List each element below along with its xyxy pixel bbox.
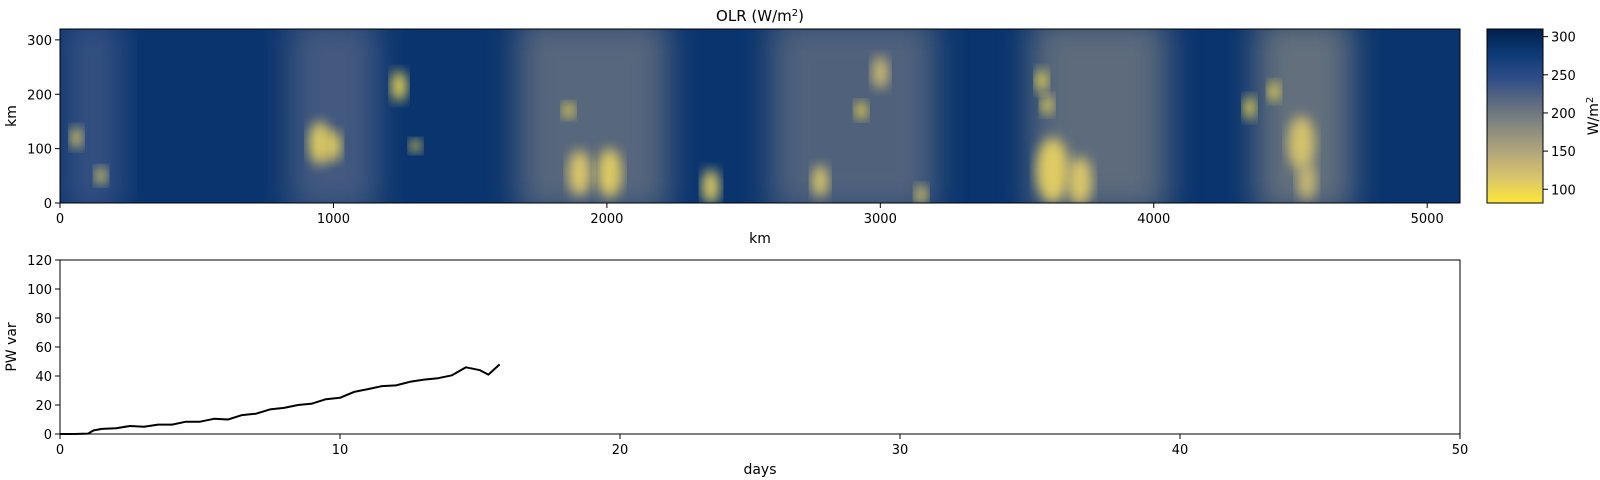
cold-cloud-cell xyxy=(872,56,889,89)
colorbar-tick-label: 200 xyxy=(1551,107,1576,122)
x-tick-label: 30 xyxy=(892,443,909,458)
y-tick-label: 300 xyxy=(27,34,52,49)
heatmap-title: OLR (W/m2) xyxy=(716,7,804,25)
pw-var-line xyxy=(60,363,501,435)
heatmap-plot-area xyxy=(60,29,1460,203)
x-tick-label: 10 xyxy=(332,443,349,458)
line-plot-area xyxy=(60,260,1460,434)
colorbar-label: W/m2 xyxy=(1585,97,1600,136)
x-tick-label: 40 xyxy=(1172,443,1189,458)
cold-cloud-cell xyxy=(1297,162,1317,201)
cold-cloud-cells xyxy=(70,56,1317,203)
heatmap-y-label: km xyxy=(4,105,20,127)
y-tick-label: 80 xyxy=(35,312,52,327)
y-tick-label: 120 xyxy=(27,254,52,269)
convective-band xyxy=(518,29,669,203)
cold-cloud-cell xyxy=(95,167,108,185)
x-tick-label: 50 xyxy=(1452,443,1469,458)
x-tick-label: 4000 xyxy=(1137,212,1170,227)
line-y-ticks: 0 20 40 60 80 100 120 xyxy=(27,254,60,443)
line-y-label: PW var xyxy=(4,322,20,372)
line-x-ticks: 0 10 20 30 40 50 xyxy=(56,434,1468,458)
cold-cloud-cell xyxy=(1268,81,1281,102)
y-tick-label: 200 xyxy=(27,88,52,103)
y-tick-label: 0 xyxy=(44,428,52,443)
y-tick-label: 40 xyxy=(35,370,52,385)
heatmap-x-label: km xyxy=(749,231,771,247)
x-tick-label: 5000 xyxy=(1411,212,1444,227)
cold-cloud-cell xyxy=(855,101,868,120)
y-tick-label: 0 xyxy=(44,197,52,212)
cold-cloud-cell xyxy=(811,164,829,198)
convective-band xyxy=(65,29,121,203)
x-tick-label: 0 xyxy=(56,212,64,227)
cold-cloud-cell xyxy=(1287,116,1316,171)
x-tick-label: 3000 xyxy=(864,212,897,227)
cold-cloud-cell xyxy=(308,121,331,165)
cold-cloud-cell xyxy=(568,150,592,196)
colorbar-ticks: 100 150 200 250 300 xyxy=(1543,31,1576,198)
colorbar-tick-label: 150 xyxy=(1551,145,1576,160)
cold-cloud-cell xyxy=(1036,137,1069,203)
convective-bands xyxy=(65,29,1352,203)
cold-cloud-cell xyxy=(1243,95,1256,120)
cold-cloud-cell xyxy=(597,148,622,198)
convective-band xyxy=(770,29,935,203)
x-tick-label: 2000 xyxy=(590,212,623,227)
colorbar-tick-label: 300 xyxy=(1551,31,1576,46)
colorbar xyxy=(1486,28,1544,204)
cold-cloud-cell xyxy=(1035,68,1048,93)
heatmap-frame xyxy=(59,28,1461,204)
convective-band xyxy=(289,29,378,203)
colorbar-tick-label: 100 xyxy=(1551,183,1576,198)
cold-cloud-cell xyxy=(1041,95,1054,115)
y-tick-label: 100 xyxy=(27,143,52,158)
line-x-label: days xyxy=(743,462,776,478)
heatmap-x-ticks: 0 1000 2000 3000 4000 5000 xyxy=(56,203,1444,227)
cold-cloud-cell xyxy=(409,139,422,153)
cold-cloud-cell xyxy=(391,70,407,102)
cold-cloud-cell xyxy=(915,185,928,203)
cold-cloud-cell xyxy=(1067,156,1093,203)
x-tick-label: 0 xyxy=(56,443,64,458)
y-tick-label: 60 xyxy=(35,341,52,356)
heatmap-y-ticks: 0 100 200 300 xyxy=(27,34,60,212)
cold-cloud-cell xyxy=(702,169,720,203)
y-tick-label: 20 xyxy=(35,399,52,414)
cold-cloud-cell xyxy=(325,130,342,162)
x-tick-label: 20 xyxy=(612,443,629,458)
colorbar-tick-label: 250 xyxy=(1551,69,1576,84)
x-tick-label: 1000 xyxy=(317,212,350,227)
y-tick-label: 100 xyxy=(27,283,52,298)
cold-cloud-cell xyxy=(70,126,83,149)
cold-cloud-cell xyxy=(562,102,575,119)
